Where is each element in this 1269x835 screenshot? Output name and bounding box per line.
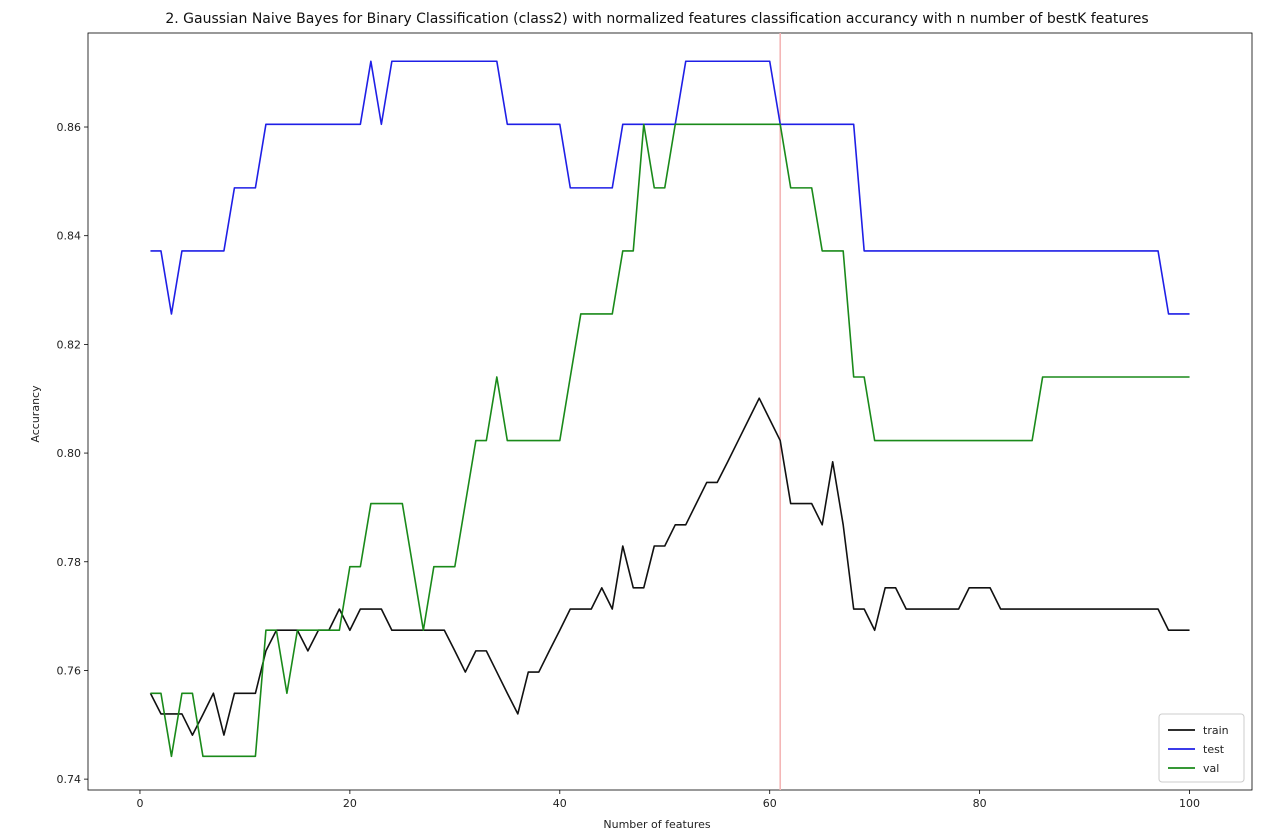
legend-label-train: train xyxy=(1203,724,1229,737)
legend-box xyxy=(1158,713,1245,783)
y-tick-label: 0.74 xyxy=(57,773,82,786)
x-tick-label: 20 xyxy=(343,797,357,810)
y-axis: 0.74 0.76 0.78 0.80 0.82 0.84 0.86 xyxy=(57,121,88,786)
y-tick-label: 0.80 xyxy=(57,447,82,460)
y-tick-label: 0.82 xyxy=(57,338,82,351)
series-line-train xyxy=(149,397,1190,736)
x-axis-label: Number of features xyxy=(603,818,710,831)
x-tick-label: 60 xyxy=(763,797,777,810)
x-tick-label: 80 xyxy=(973,797,987,810)
x-tick-label: 100 xyxy=(1179,797,1200,810)
x-tick-label: 0 xyxy=(136,797,143,810)
y-tick-label: 0.76 xyxy=(57,664,82,677)
series-line-test xyxy=(150,60,1190,315)
legend: train test val xyxy=(1158,713,1245,783)
y-tick-label: 0.86 xyxy=(57,121,82,134)
x-tick-label: 40 xyxy=(553,797,567,810)
y-axis-label: Accurancy xyxy=(29,385,42,443)
y-tick-label: 0.84 xyxy=(57,230,82,243)
plot-frame xyxy=(87,32,1253,791)
y-tick-label: 0.78 xyxy=(57,556,82,569)
series-line-val xyxy=(150,123,1190,758)
legend-label-val: val xyxy=(1203,762,1219,775)
x-axis: 0 20 40 60 80 100 xyxy=(136,790,1200,810)
plot-area xyxy=(87,32,1253,791)
legend-label-test: test xyxy=(1203,743,1225,756)
chart-title: 2. Gaussian Naive Bayes for Binary Class… xyxy=(165,11,1148,27)
